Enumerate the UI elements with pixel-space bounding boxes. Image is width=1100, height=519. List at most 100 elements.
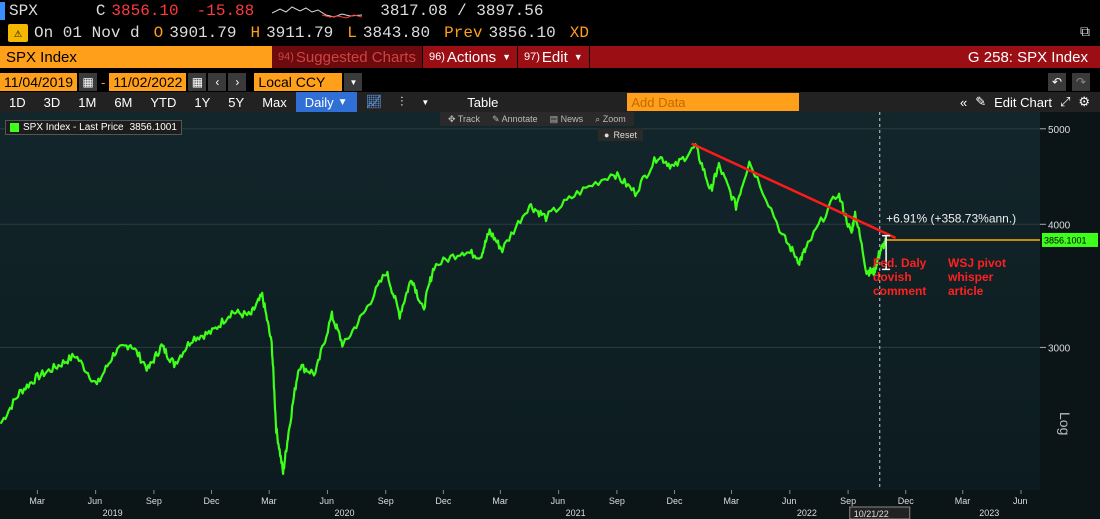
dropdown-arrow-icon: ▼ [573,52,583,62]
date-range-bar: 11/04/2019 ▦ - 11/02/2022 ▦ ‹ › Local CC… [0,72,1100,92]
period-1m[interactable]: 1M [78,94,97,110]
current-price-label: 3856.1001 [1044,235,1087,245]
y-axis-band [1040,112,1100,519]
period-5y[interactable]: 5Y [228,94,245,110]
dropdown-arrow-icon: ▼ [502,52,512,62]
x-tick-label: Sep [146,496,162,506]
open-label: O [153,24,164,42]
collapse-icon[interactable]: « [959,94,968,110]
price-chart[interactable]: 3000 4000 5000 Log Mar Jun Sep Dec Mar Jun Sep Dec M… [0,112,1100,519]
change-annotation: +6.91% (+358.73%ann.) [886,211,1016,225]
day-range: 3817.08 / 3897.56 [380,2,544,20]
calendar-icon[interactable]: ▦ [188,73,207,91]
chevron-down-icon: ▼ [337,96,348,108]
function-bar: SPX Index 94) Suggested Charts 96) Actio… [0,46,1100,68]
actions-menu[interactable]: 96) Actions ▼ [423,46,519,68]
graph-title: G 258: SPX Index [967,48,1088,66]
x-year-label: 2023 [979,508,999,518]
annotate-button[interactable]: ✎ Annotate [492,113,538,124]
suggested-charts-button[interactable]: 94) Suggested Charts [272,46,423,68]
x-tick-label: Dec [435,496,452,506]
chart-area[interactable]: 3000 4000 5000 Log Mar Jun Sep Dec Mar Jun Sep Dec M… [0,112,1100,519]
period-1d[interactable]: 1D [9,94,26,110]
gear-icon[interactable]: ⚙ [1078,94,1090,109]
x-tick-label: Mar [724,496,740,506]
x-tick-label: Mar [492,496,508,506]
open-value: 3901.79 [169,24,237,42]
ticker[interactable]: SPX [9,2,38,20]
x-tick-label: Jun [88,496,103,506]
x-year-label: 2019 [103,508,123,518]
prev-period-icon[interactable]: ‹ [208,73,227,91]
line-chart-icon[interactable]: 📈︎ [365,94,383,109]
legend-swatch [10,123,19,132]
legend-last-value: 3856.1001 [129,122,177,133]
redo-icon[interactable]: ↷ [1072,73,1090,91]
wsj-annotation: WSJ pivot whisper article [947,256,1006,298]
next-period-icon[interactable]: › [228,73,247,91]
y-tick-label: 4000 [1048,220,1071,231]
add-data-input[interactable]: Add Data [627,93,800,111]
x-year-label: 2022 [797,508,817,518]
edit-menu[interactable]: 97) Edit ▼ [518,46,590,68]
popout-icon[interactable]: ⧉ [1080,25,1090,41]
y-axis-label: Log [1057,412,1073,435]
x-tick-label: Jun [551,496,566,506]
chart-legend[interactable]: SPX Index - Last Price 3856.1001 [5,120,182,135]
security-field[interactable]: SPX Index [0,46,272,68]
x-tick-label: Jun [782,496,797,506]
chart-mini-toolbar: ✥ Track ✎ Annotate ▤ News ⌕ Zoom [440,112,634,126]
prev-value: 3856.10 [488,24,556,42]
y-tick-label: 3000 [1048,343,1071,354]
x-tick-label: Mar [29,496,45,506]
undo-icon[interactable]: ↶ [1048,73,1066,91]
y-tick-label: 5000 [1048,125,1071,136]
end-date-input[interactable]: 11/02/2022 [109,73,187,91]
period-6m[interactable]: 6M [114,94,133,110]
ohlc-bar: ⚠ On 01 Nov d O 3901.79 H 3911.79 L 3843… [0,22,1100,44]
period-ytd[interactable]: YTD [150,94,177,110]
alert-icon[interactable]: ⚠ [8,24,28,42]
price-series-line [0,143,888,475]
xd-label: XD [569,24,589,42]
calendar-icon[interactable]: ▦ [79,73,98,91]
reset-button[interactable]: ● Reset [598,128,643,141]
x-tick-label: Jun [1013,496,1028,506]
edit-chart-button[interactable]: « ✎ Edit Chart ⤢ ⚙ [959,94,1090,110]
frequency-select[interactable]: Daily ▼ [295,92,357,112]
period-3d[interactable]: 3D [43,94,61,110]
currency-select[interactable]: Local CCY [254,73,343,91]
chevron-down-icon[interactable]: ▼ [344,73,363,91]
chevron-down-icon[interactable]: ▼ [421,97,430,107]
event-date-label: 10/21/22 [854,509,889,519]
x-tick-label: Dec [204,496,221,506]
x-tick-label: Sep [840,496,856,506]
chart-toolbar: 1D 3D 1M 6M YTD 1Y 5Y Max Daily ▼ 📈︎ ⫶ ▼… [0,92,1100,112]
current-price-tag [1042,232,1098,247]
table-button[interactable]: Table [467,94,499,110]
fed-annotation: Fed. Daly dovish comment [873,256,927,298]
sparkline [272,6,363,19]
ticker-marker [0,2,5,20]
low-value: 3843.80 [362,24,431,42]
net-change: -15.88 [196,2,255,20]
period-1y[interactable]: 1Y [194,94,211,110]
track-button[interactable]: ✥ Track [448,113,481,124]
high-label: H [250,24,261,42]
pencil-icon: ✎ [975,94,987,109]
high-value: 3911.79 [266,24,334,42]
zoom-button[interactable]: ⌕ Zoom [595,113,626,124]
quote-bar: SPX C 3856.10 -15.88 3817.08 / 3897.56 [0,0,1100,22]
start-date-input[interactable]: 11/04/2019 [0,73,78,91]
expand-icon[interactable]: ⤢ [1059,94,1071,109]
bar-chart-icon[interactable]: ⫶ [400,94,404,109]
x-tick-label: Sep [609,496,625,506]
period-max[interactable]: Max [262,94,287,110]
prev-label: Prev [444,24,483,42]
event-date-box [849,506,911,519]
x-tick-label: Sep [378,496,394,506]
x-year-label: 2021 [566,508,586,518]
news-button[interactable]: ▤ News [549,113,584,124]
x-tick-label: Dec [667,496,684,506]
x-year-label: 2020 [334,508,354,518]
